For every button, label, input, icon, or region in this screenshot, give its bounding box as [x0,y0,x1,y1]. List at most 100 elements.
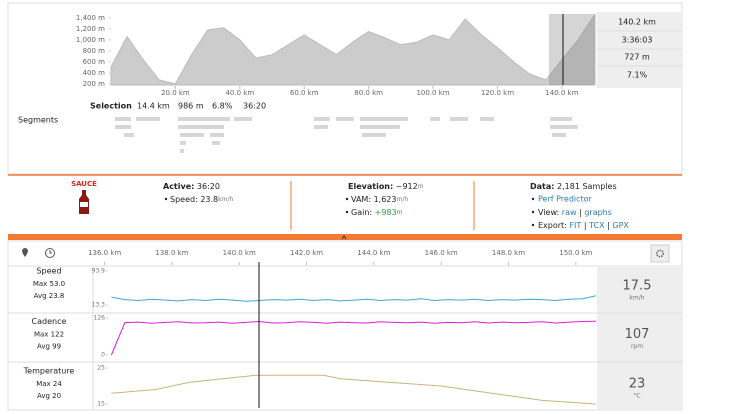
time-button-hand [49,250,52,254]
y-tick-label: 600 m [83,58,106,66]
selection-time: 36:20 [243,102,266,111]
label: Speed: [170,195,198,204]
y-tick-label: 1,000 m [76,36,105,44]
streams-panel [7,240,683,411]
bullet [345,210,349,214]
bullet [531,197,535,201]
x-tick-label: 120.0 km [481,89,514,97]
segment [450,117,468,121]
time-button[interactable] [45,248,55,258]
y-tick-label: 126 [94,315,106,322]
segment [336,117,354,121]
segment [234,117,252,121]
plots: 200 m 400 m 600 m 800 m 1,000 m 1,200 m 1,400 … [23,14,652,408]
current-value: 107 [625,327,650,342]
stream-stat: Avg 99 [37,343,61,351]
active: Active: 36:20 [163,182,220,191]
bullet [164,197,168,201]
current-unit: km/h [629,295,644,302]
cursor-stats-panel [597,12,682,88]
value: +983 [375,208,397,217]
segment [180,141,186,145]
unit: m [418,183,424,190]
separator: | [584,221,587,230]
segment [180,133,204,137]
segment [178,117,230,121]
cursor-time: 3:36:03 [622,36,653,45]
settings-icon [655,249,664,258]
x-tick-label: 148.0 km [492,249,525,257]
gpx-link[interactable]: GPX [612,221,629,230]
current-unit: °C [633,393,640,400]
unit: m [397,209,403,216]
value: 1,623 [374,195,397,204]
selection-grade: 6.8% [212,102,233,111]
x-tick-label: 136.0 km [88,249,121,257]
value: 36:20 [197,182,220,191]
current-value: 23 [629,377,646,392]
segment [430,117,440,121]
segment [480,117,494,121]
segment [360,125,400,129]
x-tick-label: 40.0 km [225,89,254,97]
selection-label: Selection [90,102,132,111]
stream-title: Cadence [32,317,67,326]
y-tick-label: 200 m [83,80,106,88]
stream-line [111,295,597,302]
collapse-icon[interactable] [341,235,347,240]
raw-link[interactable]: raw [562,208,577,217]
separator: | [579,208,582,217]
cursor-elevation: 727 m [624,53,650,62]
graphs-link[interactable]: graphs [584,208,612,217]
top-panel [7,2,683,175]
x-tick-label: 142.0 km [290,249,323,257]
settings-button[interactable] [650,244,670,263]
stream-stat: Max 24 [36,380,62,388]
segment [115,117,131,121]
x-tick-label: 144.0 km [357,249,390,257]
bullet [345,197,349,201]
current-unit: rpm [631,343,643,350]
stream-stat: Avg 20 [37,392,61,400]
y-tick-label: 0 [101,352,105,359]
y-tick-label: 25 [97,365,105,372]
segment [124,133,134,137]
bullet [531,223,535,227]
segment [115,125,131,129]
segment [550,125,578,129]
stream-stat: Max 53.0 [33,280,65,288]
stream-title: Temperature [23,367,75,376]
map-button[interactable] [22,248,28,257]
y-tick-label: 15 [97,401,105,408]
segments-label: Segments [18,116,58,125]
data-samples: Data: 2,181 Samples [530,182,617,191]
fit-link[interactable]: FIT [569,221,581,230]
perf-predictor-link[interactable]: Perf Predictor [538,195,593,204]
label: Active: [163,182,194,191]
stream-stat: Max 122 [34,331,64,339]
current-values-panel [597,266,682,410]
stream-line [111,374,597,405]
tcx-link[interactable]: TCX [588,221,605,230]
export: Export: FIT | TCX | GPX [538,221,629,230]
current-value: 17.5 [623,279,652,294]
elevation: Elevation: ~912m [348,182,424,191]
view: View: raw | graphs [538,208,612,217]
y-tick-label: 400 m [83,69,106,77]
segment [210,133,224,137]
x-tick-label: 80.0 km [354,89,383,97]
label: VAM: [351,195,371,204]
y-tick-label: 1,200 m [76,25,105,33]
segment [550,117,572,121]
segment [136,117,160,121]
segment [212,141,220,145]
value: 2,181 Samples [557,182,617,191]
x-tick-label: 150.0 km [559,249,592,257]
label: Export: [538,221,567,230]
selection-overlay [549,14,596,85]
x-tick-label: 146.0 km [425,249,458,257]
bullet [531,210,535,214]
y-tick-label: 1,400 m [76,14,105,22]
segment [314,125,328,129]
